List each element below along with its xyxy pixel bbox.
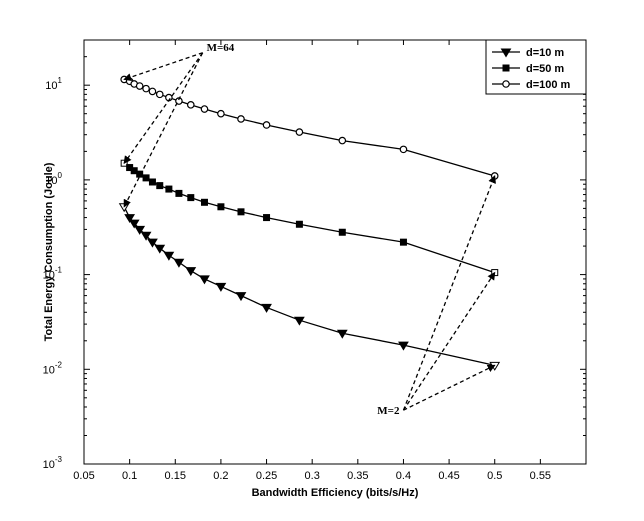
data-point bbox=[128, 219, 140, 229]
annotation-arrow bbox=[123, 52, 204, 208]
y-tick-exponent: -2 bbox=[55, 360, 63, 369]
legend-marker bbox=[502, 64, 510, 72]
y-tick-exponent: 1 bbox=[58, 76, 63, 85]
y-tick-base: 10 bbox=[43, 270, 55, 282]
series-2 bbox=[120, 75, 499, 180]
data-point bbox=[336, 329, 348, 339]
x-tick-label: 0.4 bbox=[396, 470, 411, 482]
data-point bbox=[237, 208, 245, 216]
data-point bbox=[147, 238, 158, 248]
data-point bbox=[217, 203, 225, 211]
x-tick-label: 0.55 bbox=[530, 470, 551, 482]
y-tick-label: 10-3 bbox=[43, 455, 63, 471]
y-tick-exponent: 0 bbox=[58, 171, 63, 180]
data-point bbox=[187, 194, 195, 202]
data-point bbox=[235, 292, 247, 302]
y-tick-base: 10 bbox=[45, 175, 57, 187]
legend-marker bbox=[502, 80, 510, 88]
y-tick-label: 100 bbox=[45, 171, 62, 187]
data-point bbox=[134, 225, 146, 235]
data-point bbox=[398, 341, 409, 351]
data-point bbox=[173, 258, 185, 268]
data-point bbox=[294, 316, 305, 326]
data-point bbox=[140, 231, 152, 241]
y-tick-label: 101 bbox=[45, 76, 62, 92]
data-point bbox=[142, 174, 150, 182]
data-point bbox=[295, 128, 304, 136]
data-point bbox=[156, 182, 164, 190]
data-point bbox=[490, 172, 499, 180]
series-0 bbox=[118, 203, 501, 371]
data-point bbox=[338, 228, 346, 236]
data-point bbox=[261, 303, 272, 313]
data-point bbox=[142, 84, 150, 93]
y-tick-label: 10-1 bbox=[43, 266, 63, 282]
x-tick-label: 0.2 bbox=[213, 470, 228, 482]
data-point bbox=[175, 189, 183, 197]
data-point bbox=[199, 275, 210, 285]
data-point bbox=[148, 87, 157, 96]
data-point bbox=[186, 101, 195, 109]
y-tick-label: 10-2 bbox=[43, 360, 63, 376]
data-point bbox=[338, 136, 347, 145]
data-point bbox=[200, 198, 208, 206]
data-point bbox=[165, 185, 173, 193]
data-point bbox=[185, 267, 197, 277]
legend: d=10 m d=50 m d=100 m bbox=[485, 39, 587, 95]
data-point bbox=[237, 115, 245, 123]
data-point bbox=[263, 214, 271, 222]
x-axis-title: Bandwidth Efficiency (bits/s/Hz) bbox=[252, 487, 419, 499]
legend-label: d=100 m bbox=[526, 79, 571, 91]
legend-label: d=50 m bbox=[526, 63, 564, 75]
data-point bbox=[295, 220, 303, 228]
data-point bbox=[155, 90, 164, 99]
data-point bbox=[399, 145, 408, 154]
data-point bbox=[200, 105, 209, 113]
legend-marker bbox=[500, 48, 512, 58]
annotation-label: M=64 bbox=[207, 42, 235, 54]
x-tick-label: 0.25 bbox=[256, 470, 277, 482]
annotation-arrow bbox=[123, 52, 204, 165]
x-tick-label: 0.1 bbox=[122, 470, 137, 482]
y-tick-base: 10 bbox=[45, 80, 57, 92]
data-point bbox=[136, 170, 144, 178]
annotation-label: M=2 bbox=[377, 405, 400, 417]
data-point bbox=[262, 121, 271, 129]
y-tick-base: 10 bbox=[43, 459, 55, 471]
data-point bbox=[163, 251, 175, 261]
data-point bbox=[124, 214, 136, 224]
y-axis-title: Total Energy Consumption (Joule) bbox=[43, 162, 55, 341]
data-point bbox=[399, 238, 407, 246]
data-point bbox=[175, 97, 183, 105]
x-tick-label: 0.15 bbox=[165, 470, 186, 482]
data-point bbox=[154, 244, 166, 254]
annotation-arrow bbox=[403, 364, 496, 411]
y-tick-exponent: -1 bbox=[55, 266, 63, 275]
data-point bbox=[135, 82, 144, 90]
x-tick-label: 0.05 bbox=[73, 470, 94, 482]
x-tick-label: 0.35 bbox=[347, 470, 368, 482]
axis-ticks: 0.05 0.1 0.15 0.2 0.25 0.3 0.35 0.4 0.45 0.5 0.55 1… bbox=[43, 39, 586, 482]
data-point bbox=[215, 282, 227, 292]
x-tick-label: 0.5 bbox=[487, 470, 502, 482]
data-point bbox=[217, 109, 225, 118]
legend-label: d=10 m bbox=[526, 47, 564, 59]
data-point bbox=[148, 178, 156, 186]
x-tick-label: 0.3 bbox=[305, 470, 320, 482]
y-tick-exponent: -3 bbox=[55, 455, 63, 464]
y-tick-base: 10 bbox=[43, 364, 55, 376]
annotation-layer: M=64 M=2 bbox=[123, 42, 496, 417]
x-tick-label: 0.45 bbox=[438, 470, 459, 482]
